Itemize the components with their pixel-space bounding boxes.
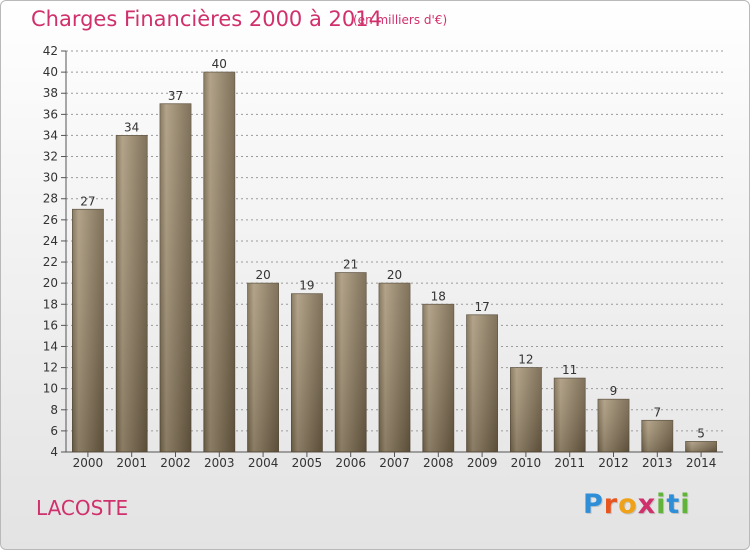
data-label: 7 [653, 405, 661, 419]
data-label: 12 [518, 353, 533, 367]
bar-shade [422, 304, 454, 452]
x-tick-label: 2004 [248, 456, 279, 470]
data-label: 21 [343, 258, 358, 272]
data-label: 34 [124, 120, 139, 134]
bar-shade [641, 420, 673, 452]
x-tick-label: 2001 [116, 456, 147, 470]
logo-letter: x [637, 489, 657, 520]
y-tick-label: 38 [43, 86, 58, 100]
bar-shade [685, 441, 717, 452]
y-tick-label: 40 [43, 65, 58, 79]
y-tick-label: 24 [43, 234, 58, 248]
x-tick-label: 2007 [379, 456, 410, 470]
bar-shade [335, 272, 367, 452]
labels: 4 6 8 10 12 14 16 18 20 22 24 26 28 30 32 34 36 38 40 42 27 2… [43, 44, 717, 470]
logo-letter: o [618, 489, 638, 520]
data-label: 19 [299, 279, 314, 293]
y-tick-label: 10 [43, 382, 58, 396]
x-tick-label: 2002 [160, 456, 191, 470]
x-tick-label: 2011 [554, 456, 585, 470]
y-tick-label: 36 [43, 107, 58, 121]
x-tick-label: 2008 [423, 456, 454, 470]
logo-letter: r [603, 489, 619, 520]
commune-name: LACOSTE [36, 496, 129, 520]
x-tick-label: 2012 [598, 456, 629, 470]
y-tick-label: 28 [43, 192, 58, 206]
bars [72, 71, 717, 453]
proxiti-logo[interactable]: Proxiti [583, 489, 691, 520]
bar-shade [203, 72, 235, 453]
data-label: 5 [697, 426, 705, 440]
data-label: 27 [80, 194, 95, 208]
x-tick-label: 2013 [642, 456, 673, 470]
logo-letter: P [583, 489, 604, 520]
y-tick-label: 34 [43, 128, 58, 142]
bar-shade [466, 314, 498, 452]
x-tick-label: 2010 [511, 456, 542, 470]
bar-shade [510, 367, 542, 452]
x-tick-label: 2003 [204, 456, 235, 470]
y-tick-label: 20 [43, 276, 58, 290]
data-label: 37 [168, 89, 183, 103]
y-tick-label: 18 [43, 297, 58, 311]
bar-shade [291, 293, 323, 452]
data-label: 9 [610, 384, 618, 398]
y-tick-label: 14 [43, 339, 58, 353]
y-tick-label: 22 [43, 255, 58, 269]
y-tick-label: 6 [50, 424, 58, 438]
data-label: 17 [474, 300, 489, 314]
y-tick-label: 30 [43, 171, 58, 185]
chart-subtitle: (en milliers d'€) [353, 13, 448, 27]
x-tick-label: 2000 [73, 456, 104, 470]
y-tick-label: 32 [43, 150, 58, 164]
logo-letter: i [656, 489, 667, 520]
bar-shade [554, 378, 586, 452]
bar-shade [247, 283, 279, 452]
x-tick-label: 2009 [467, 456, 498, 470]
bar-shade [116, 135, 148, 452]
bar-shade [598, 399, 629, 452]
x-tick-label: 2014 [686, 456, 717, 470]
data-label: 20 [387, 268, 402, 282]
y-tick-label: 12 [43, 361, 58, 375]
bar-shade [379, 283, 410, 452]
x-tick-label: 2006 [335, 456, 366, 470]
data-label: 11 [562, 363, 577, 377]
y-tick-label: 4 [50, 445, 58, 459]
data-label: 18 [431, 289, 446, 303]
x-tick-label: 2005 [292, 456, 323, 470]
data-label: 20 [255, 268, 270, 282]
bar-shade [72, 209, 104, 452]
chart-title: Charges Financières 2000 à 2014 [31, 7, 382, 31]
bar-shade [160, 103, 191, 453]
y-tick-label: 42 [43, 44, 58, 58]
logo-letter: t [666, 489, 681, 520]
data-label: 40 [212, 57, 227, 71]
logo-letter: i [680, 489, 691, 520]
y-tick-label: 8 [50, 403, 58, 417]
y-tick-label: 26 [43, 213, 58, 227]
y-tick-label: 16 [43, 318, 58, 332]
